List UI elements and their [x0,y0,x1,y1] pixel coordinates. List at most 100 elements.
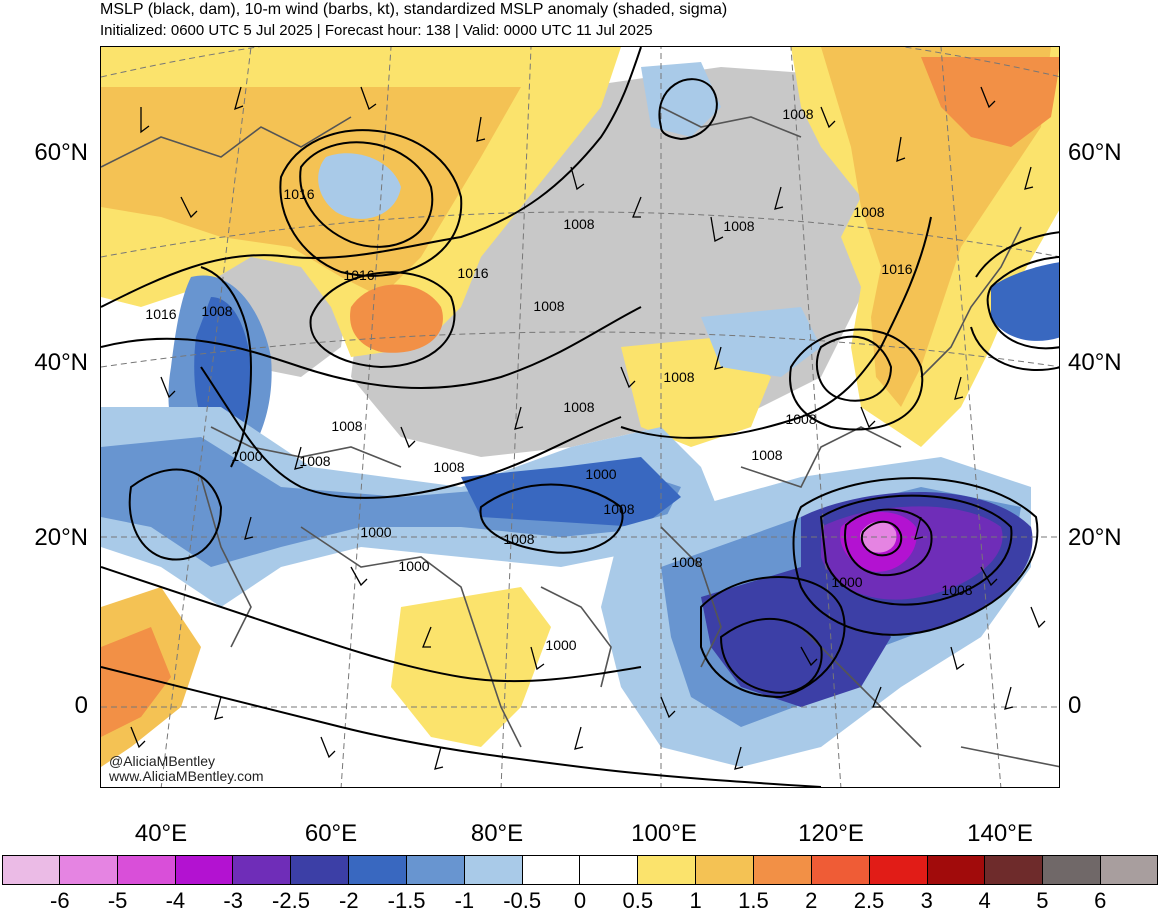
credit-website: www.AliciaMBentley.com [109,768,264,784]
isobar-label: 1008 [563,216,594,232]
colorbar-tick-label: 3 [920,888,933,913]
colorbar-tick-label: 6 [1094,888,1107,913]
lat-label-right: 0 [1068,692,1082,719]
lat-label-left: 0 [74,692,88,719]
colorbar-swatch [2,855,60,885]
lat-label-right: 20°N [1068,524,1122,551]
colorbar-swatch [638,855,697,885]
colorbar-swatch [464,855,523,885]
isobar-label: 1016 [145,306,176,322]
colorbar-swatch [233,855,292,885]
isobar-label: 1008 [853,204,884,220]
isobar-label: 1008 [563,399,594,415]
lon-label: 60°E [304,820,358,847]
negative-anomaly-ne-low [991,262,1059,341]
lon-label: 80°E [470,820,524,847]
isobar-label: 1008 [782,106,813,122]
lat-label-left: 60°N [34,139,88,166]
colorbar-tick-label: 1 [689,888,702,913]
colorbar-swatch [985,855,1044,885]
isobar-label: 1000 [398,558,429,574]
colorbar-tick-label: -0.5 [503,888,542,913]
negative-anomaly-arctic-low [318,153,401,219]
lon-label: 100°E [631,820,697,847]
colorbar-swatch [522,855,581,885]
negative-anomaly-plateau [461,457,681,527]
lat-label-right: 40°N [1068,349,1122,376]
positive-anomaly-sw-core [101,627,171,737]
lon-label: 140°E [967,820,1033,847]
colorbar-tick-label: -4 [165,888,186,913]
colorbar-tick-label: -6 [50,888,70,913]
positive-anomaly-ne-orange [921,57,1059,147]
isobar-label: 1000 [360,524,391,540]
colorbar-swatch [580,855,639,885]
isobar-label: 1000 [831,574,862,590]
colorbar-swatch [291,855,350,885]
lon-label: 120°E [798,820,864,847]
positive-anomaly-high-core [350,284,443,353]
negative-anomaly-typhoon-eye [860,521,897,553]
colorbar-swatch [927,855,986,885]
isobar-label: 1016 [881,261,912,277]
colorbar [2,855,1158,885]
colorbar-tick-label: -3 [223,888,243,913]
isobar-label: 1008 [723,218,754,234]
isobar-label: 1000 [545,637,576,653]
negative-anomaly-mongolia [701,307,821,377]
colorbar-tick-label: -1 [454,888,475,913]
lon-label: 40°E [134,820,188,847]
isobar-label: 1000 [231,448,262,464]
colorbar-tick-label: 2 [805,888,818,913]
lat-label-left: 20°N [34,524,88,551]
negative-anomaly-trough-core [194,297,251,443]
colorbar-swatch [753,855,812,885]
isobar-label: 1008 [941,582,972,598]
isobar-label: 1008 [603,501,634,517]
colorbar-swatch [696,855,754,885]
isobar-label: 1008 [299,453,330,469]
isobar-label: 1008 [331,418,362,434]
isobar-label: 1000 [585,466,616,482]
colorbar-swatch [811,855,870,885]
isobar-label: 1016 [283,186,314,202]
isobar-labels: 1016 1016 1016 1016 1016 1008 1008 1008 … [145,106,972,653]
colorbar-swatch [349,855,407,885]
colorbar-tick-label: 1.5 [738,888,769,913]
map-canvas: 1016 1016 1016 1016 1016 1008 1008 1008 … [101,47,1059,787]
colorbar-tick-label: 0 [573,888,587,913]
isobars [101,47,1059,787]
credit-handle: @AliciaMBentley [109,753,216,769]
isobar-label: 1008 [201,303,232,319]
colorbar-swatch [59,855,118,885]
colorbar-tick-label: -2 [339,888,359,913]
colorbar-swatch [175,855,234,885]
isobar-label: 1016 [343,267,374,283]
colorbar-tick-label: 4 [978,888,991,913]
map-subtitle: Initialized: 0600 UTC 5 Jul 2025 | Forec… [100,22,653,39]
isobar-label: 1008 [785,411,816,427]
colorbar-tick-label: 0.5 [622,888,654,913]
isobar-label: 1008 [671,554,702,570]
isobar-label: 1008 [751,447,782,463]
isobar-label: 1008 [433,459,464,475]
map-title: MSLP (black, dam), 10-m wind (barbs, kt)… [100,1,728,18]
lat-label-right: 60°N [1068,139,1122,166]
isobar-label: 1016 [457,265,488,281]
isobar-label: 1008 [663,369,694,385]
wind-barbs [130,86,1046,770]
map-panel: 1016 1016 1016 1016 1016 1008 1008 1008 … [100,46,1060,788]
colorbar-swatch [1043,855,1102,885]
colorbar-swatch [406,855,465,885]
colorbar-swatch [1101,855,1158,885]
colorbar-tick-label: 2.5 [853,888,885,913]
colorbar-tick-label: -1.5 [387,888,426,913]
isobar-label: 1008 [533,298,564,314]
colorbar-swatch [117,855,176,885]
isobar-label: 1008 [503,531,534,547]
coastlines [101,106,1059,768]
colorbar-tick-label: 5 [1036,888,1049,913]
colorbar-swatch [869,855,928,885]
lat-label-left: 40°N [34,349,88,376]
colorbar-tick-label: -5 [107,888,128,913]
